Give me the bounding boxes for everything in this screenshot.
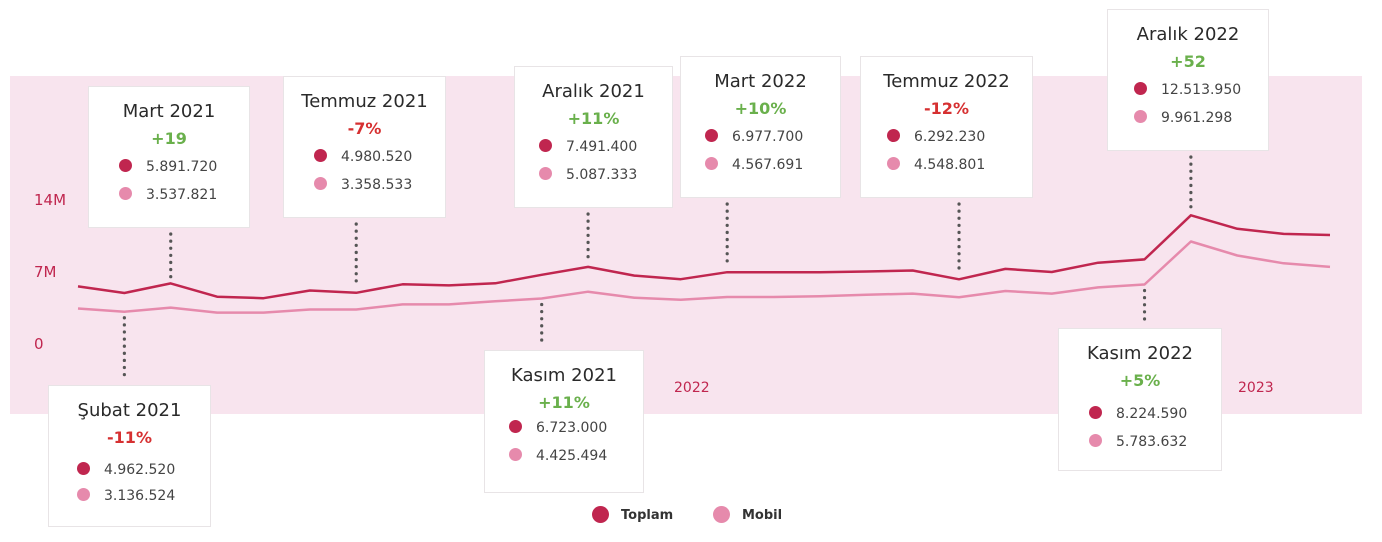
mobil-dot-icon: [539, 167, 552, 180]
annotation-change: -12%: [924, 99, 969, 118]
toplam-legend-icon: [592, 506, 609, 523]
annotation-change: +11%: [538, 393, 590, 412]
toplam-dot-icon: [509, 420, 522, 433]
toplam-dot-icon: [887, 129, 900, 142]
annotation-mobil: 3.537.821: [119, 187, 217, 203]
annotation-mobil: 3.358.533: [314, 177, 412, 193]
annotation-card-mart-2021: Mart 2021 +19 5.891.720 3.537.821: [88, 86, 250, 228]
mobil-dot-icon: [1134, 110, 1147, 123]
mobil-dot-icon: [77, 488, 90, 501]
legend-item-mobil: Mobil: [713, 506, 782, 523]
toplam-dot-icon: [119, 159, 132, 172]
annotation-mobil: 5.087.333: [539, 167, 637, 183]
annotation-toplam: 4.962.520: [77, 462, 175, 478]
annotation-title: Mart 2021: [122, 101, 216, 122]
y-tick-label: 0: [34, 335, 44, 353]
annotation-title: Kasım 2022: [1087, 343, 1193, 364]
annotation-toplam: 6.292.230: [887, 129, 985, 145]
annotation-card-subat-2021: Şubat 2021 -11% 4.962.520 3.136.524: [48, 385, 211, 527]
annotation-card-temmuz-2021: Temmuz 2021 -7% 4.980.520 3.358.533: [283, 76, 446, 218]
annotation-title: Aralık 2022: [1136, 24, 1240, 45]
annotation-mobil: 4.567.691: [705, 157, 803, 173]
annotation-card-kasim-2022: Kasım 2022 +5% 8.224.590 5.783.632: [1058, 328, 1222, 471]
annotation-title: Kasım 2021: [511, 365, 617, 386]
annotation-toplam: 6.977.700: [705, 129, 803, 145]
toplam-dot-icon: [1089, 406, 1102, 419]
mobil-dot-icon: [119, 187, 132, 200]
annotation-toplam: 8.224.590: [1089, 406, 1187, 422]
annotation-change: +5%: [1119, 371, 1161, 390]
annotation-change: +11%: [567, 109, 620, 128]
annotation-toplam: 5.891.720: [119, 159, 217, 175]
series-line-toplam: [77, 214, 1331, 300]
annotation-change: +52: [1170, 52, 1206, 71]
mobil-legend-icon: [713, 506, 730, 523]
annotation-toplam: 4.980.520: [314, 149, 412, 165]
annotation-title: Mart 2022: [714, 71, 807, 92]
toplam-dot-icon: [1134, 82, 1147, 95]
mobil-dot-icon: [887, 157, 900, 170]
annotation-title: Temmuz 2022: [883, 71, 1010, 92]
annotation-card-aralik-2021: Aralık 2021 +11% 7.491.400 5.087.333: [514, 66, 673, 208]
mobil-dot-icon: [509, 448, 522, 461]
annotation-mobil: 9.961.298: [1134, 110, 1232, 126]
annotation-toplam: 7.491.400: [539, 139, 637, 155]
legend-item-toplam: Toplam: [592, 506, 673, 523]
annotation-change: -7%: [347, 119, 382, 138]
annotation-card-kasim-2021: Kasım 2021 +11% 6.723.000 4.425.494: [484, 350, 644, 493]
annotation-title: Temmuz 2021: [301, 91, 428, 112]
annotation-title: Aralık 2021: [542, 81, 645, 102]
annotation-title: Şubat 2021: [77, 400, 182, 421]
x-tick-label: 2022: [674, 380, 710, 396]
annotation-mobil: 4.548.801: [887, 157, 985, 173]
y-tick-label: 7M: [34, 263, 57, 281]
annotation-change: +19: [151, 129, 187, 148]
annotation-card-aralik-2022: Aralık 2022 +52 12.513.950 9.961.298: [1107, 9, 1269, 151]
annotation-toplam: 12.513.950: [1134, 82, 1241, 98]
toplam-dot-icon: [539, 139, 552, 152]
mobil-dot-icon: [705, 157, 718, 170]
annotation-toplam: 6.723.000: [509, 420, 607, 436]
annotation-mobil: 3.136.524: [77, 488, 175, 504]
annotation-mobil: 5.783.632: [1089, 434, 1187, 450]
mobil-dot-icon: [1089, 434, 1102, 447]
annotation-change: -11%: [107, 428, 152, 447]
mobil-dot-icon: [314, 177, 327, 190]
y-tick-label: 14M: [34, 191, 67, 209]
x-tick-label: 2023: [1238, 380, 1274, 396]
series-line-mobil: [77, 240, 1331, 314]
toplam-dot-icon: [705, 129, 718, 142]
toplam-dot-icon: [314, 149, 327, 162]
toplam-dot-icon: [77, 462, 90, 475]
annotation-card-temmuz-2022: Temmuz 2022 -12% 6.292.230 4.548.801: [860, 56, 1033, 198]
annotation-mobil: 4.425.494: [509, 448, 607, 464]
annotation-change: +10%: [734, 99, 787, 118]
annotation-card-mart-2022: Mart 2022 +10% 6.977.700 4.567.691: [680, 56, 841, 198]
